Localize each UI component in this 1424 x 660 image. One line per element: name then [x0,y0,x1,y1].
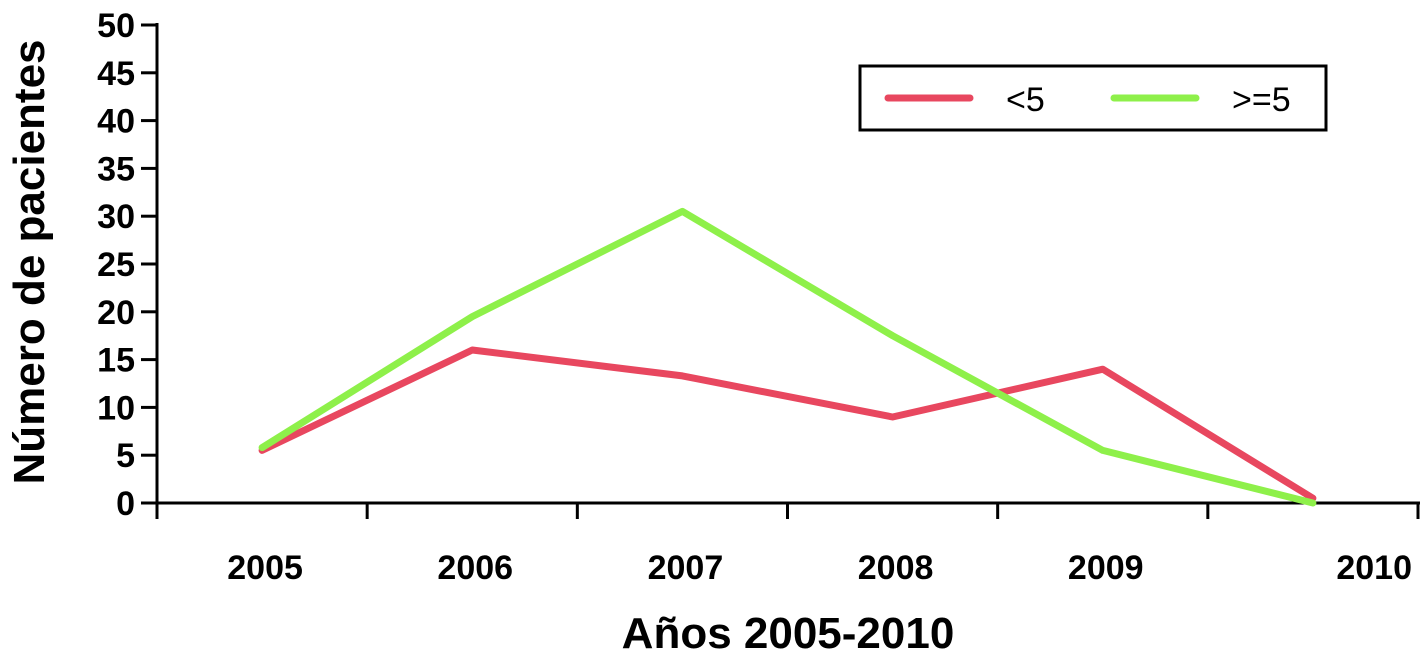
y-tick-label: 35 [97,150,135,188]
y-axis-title: Número de pacientes [5,39,54,484]
data-point-series-1 [679,208,686,215]
series-line-1 [258,207,1317,507]
y-tick-label: 50 [97,7,135,45]
x-tick-label: 2005 [227,549,303,587]
y-tick-label: 10 [97,389,135,427]
data-point-series-1 [1309,500,1316,506]
series-line-0 [258,346,1317,502]
x-axis: 2005 2006 2007 2008 2009 2010 [155,501,1420,587]
y-tick-label: 5 [116,437,135,475]
x-tick-label: 2010 [1336,549,1412,587]
x-tick-label: 2007 [648,549,724,587]
x-tick-label: 2006 [437,549,513,587]
y-tick-label: 30 [97,198,135,236]
data-point-series-1 [469,313,476,320]
data-point-series-1 [1099,447,1106,454]
data-point-series-0 [679,372,686,379]
data-point-series-0 [1099,366,1106,373]
series-lines [258,207,1317,507]
y-axis: 0 5 10 15 20 25 30 35 40 45 50 [97,7,159,523]
legend-label-under-5: <5 [1006,81,1045,119]
data-point-series-0 [889,413,896,420]
y-tick-label: 0 [116,485,135,523]
y-tick-label: 45 [97,55,135,93]
x-axis-title: Años 2005-2010 [622,609,955,658]
y-tick-label: 25 [97,246,135,284]
y-tick-label: 20 [97,294,135,332]
data-point-series-0 [469,347,476,354]
data-point-series-1 [259,444,266,451]
x-tick-label: 2009 [1068,549,1144,587]
data-point-series-1 [889,332,896,339]
y-tick-label: 40 [97,103,135,141]
x-tick-label: 2008 [858,549,934,587]
y-tick-label: 15 [97,342,135,380]
legend-label-5-or-more: >=5 [1232,81,1291,119]
legend: <5 >=5 [858,64,1328,132]
